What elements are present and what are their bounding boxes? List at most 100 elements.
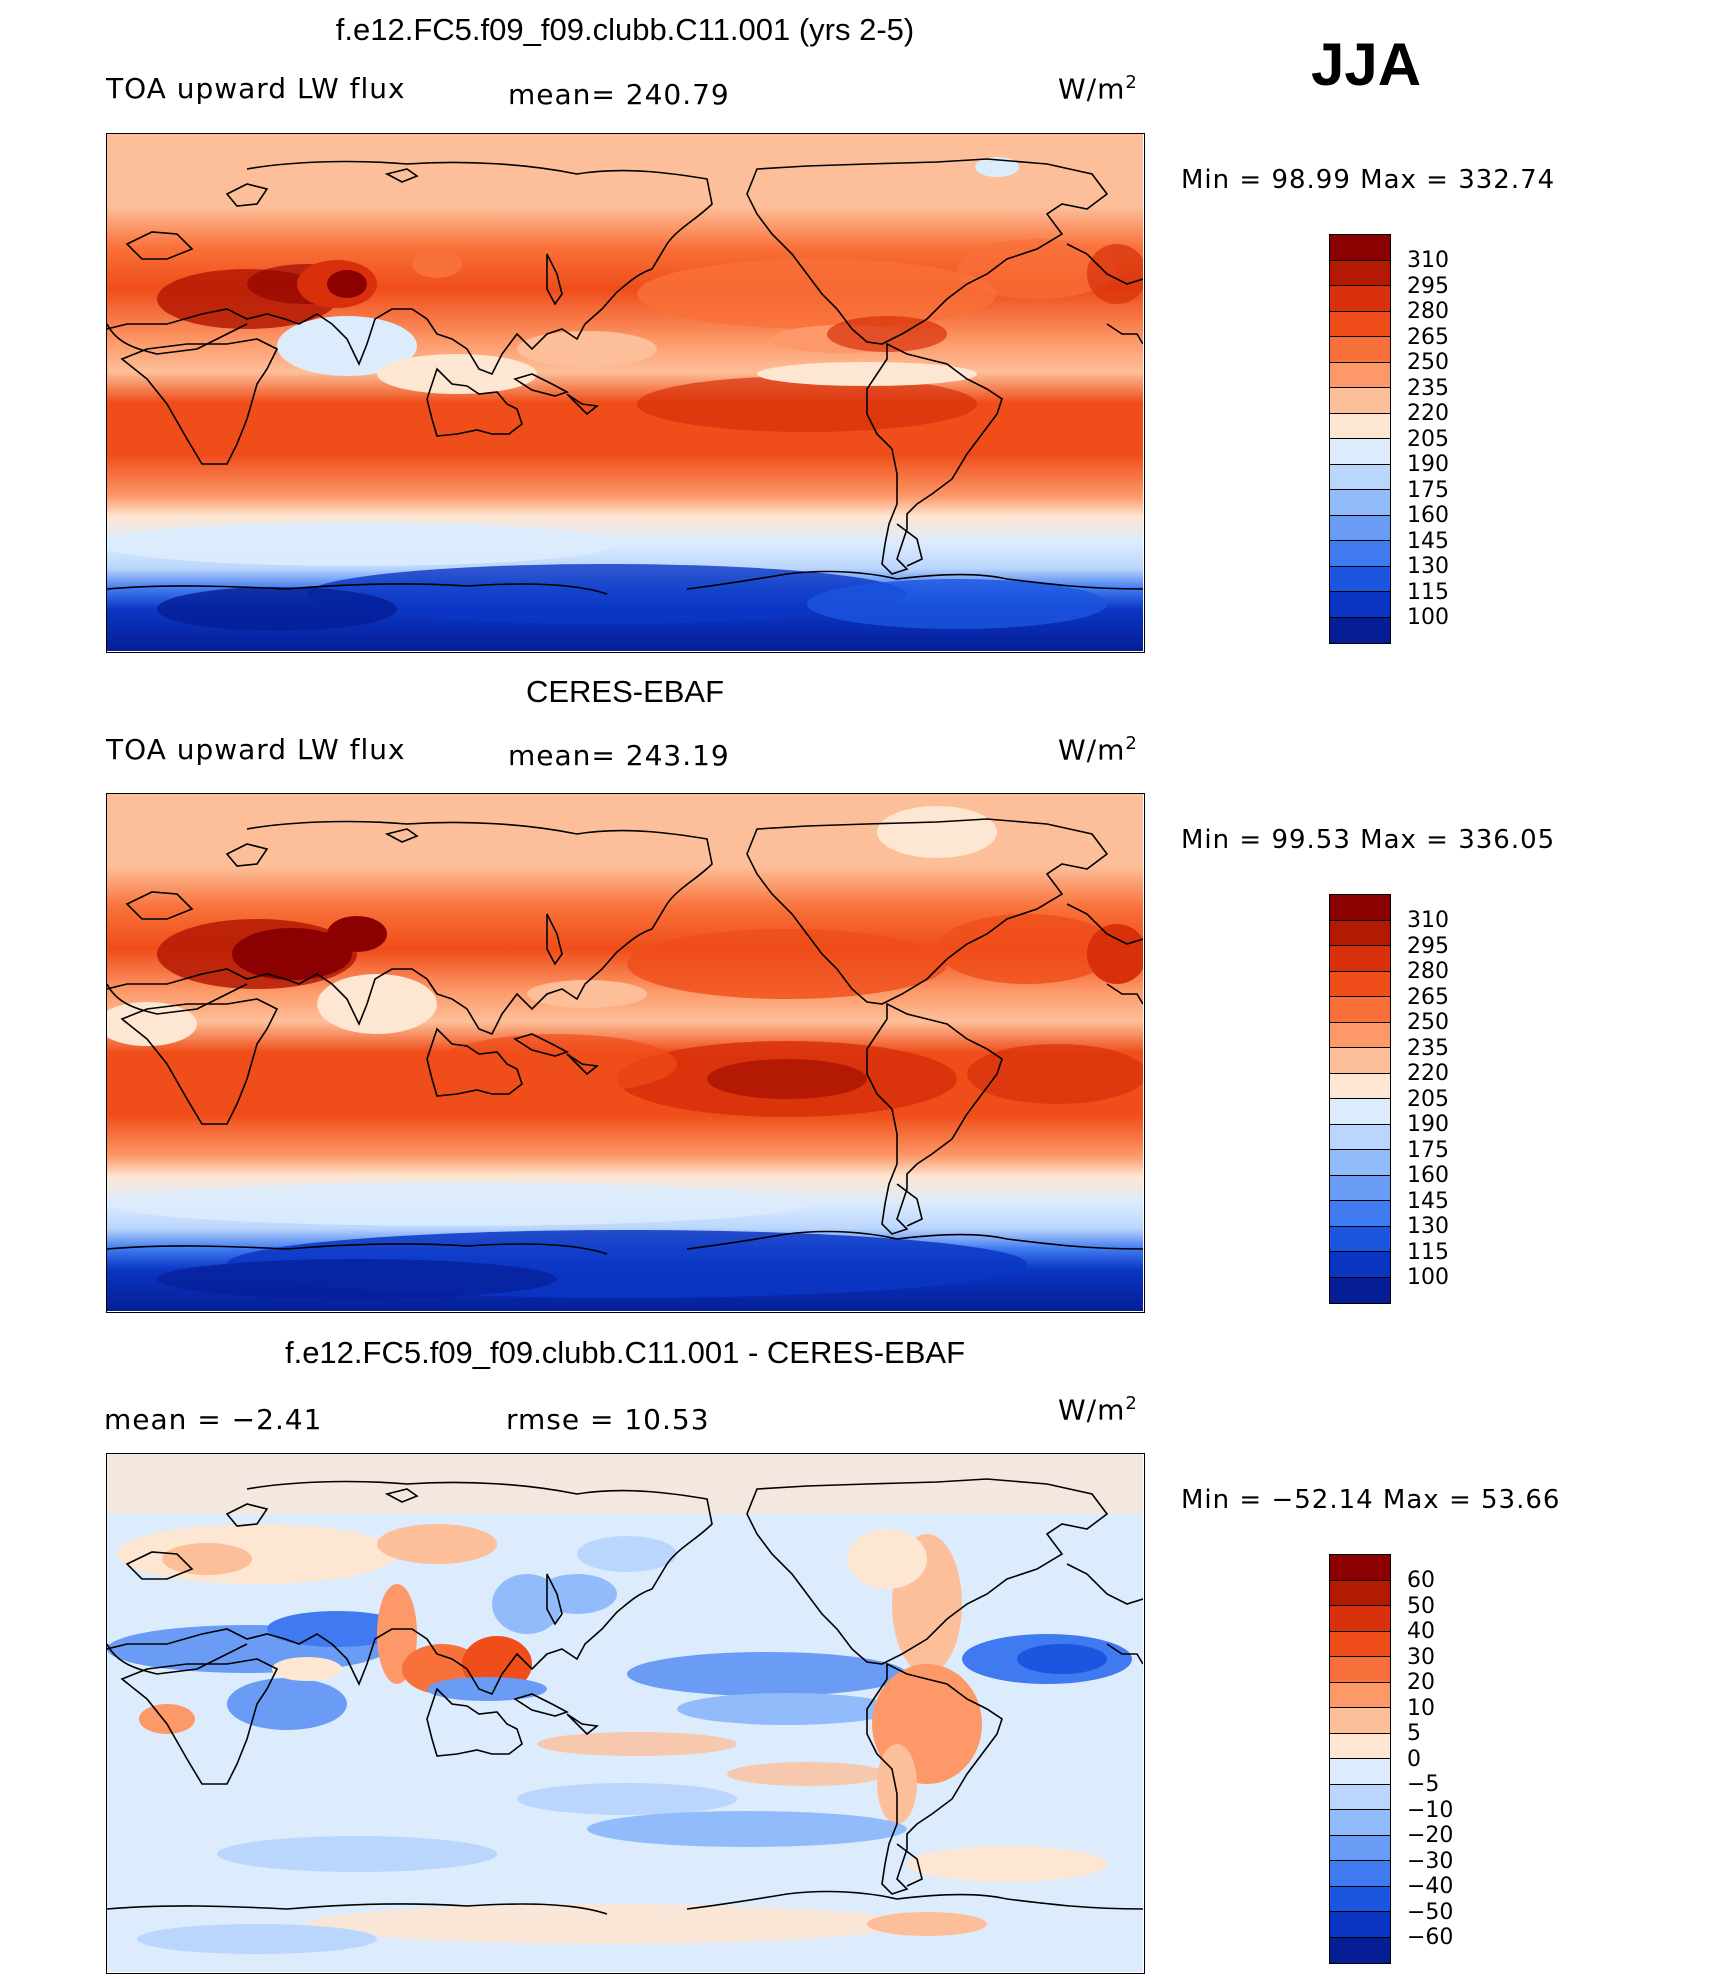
panel1-colorbar-tick-label: 205: [1407, 426, 1449, 452]
panel3-colorbar-tick-label: 60: [1407, 1568, 1435, 1593]
panel2-colorbar-tick-label: 100: [1407, 1265, 1449, 1290]
panel1-model-map: [106, 133, 1145, 653]
panel1-colorbar-swatch: [1330, 439, 1390, 465]
panel2-observation-map: [106, 793, 1145, 1313]
panel2-colorbar-swatch: [1330, 1252, 1390, 1278]
panel2-colorbar-tick-label: 190: [1407, 1112, 1449, 1137]
panel2-colorbar-swatch: [1330, 946, 1390, 972]
panel3-colorbar-swatch: [1330, 1631, 1390, 1657]
panel1-colorbar-tick-label: 265: [1407, 324, 1449, 350]
panel2-map-field: [107, 794, 1143, 1311]
panel2-colorbar-tick-label: 160: [1407, 1163, 1449, 1188]
panel2-minmax: Min = 99.53 Max = 336.05: [1181, 825, 1555, 855]
panel3-colorbar-tick-label: −50: [1407, 1899, 1454, 1925]
panel3-mean-label: mean = −2.41: [104, 1403, 323, 1436]
panel2-colorbar-ticks: 310 295 280 265 250 235 220 205 190 175 160 145 130 1…: [1407, 910, 1487, 1310]
panel3-colorbar-swatch: [1330, 1580, 1390, 1606]
panel3-colorbar-swatch: [1330, 1606, 1390, 1632]
panel1-colorbar-swatch: [1330, 617, 1390, 643]
panel1-colorbar-tick-label: 220: [1407, 401, 1449, 426]
panel1-mean-label: mean= 240.79: [508, 78, 730, 111]
panel3-colorbar-swatch: [1330, 1682, 1390, 1708]
panel3-colorbar-swatch: [1330, 1708, 1390, 1734]
panel3-colorbar-tick-label: −60: [1407, 1925, 1454, 1950]
panel3-colorbar-swatch: [1330, 1937, 1390, 1963]
panel3-colorbar-swatch: [1330, 1810, 1390, 1836]
panel3-colorbar-tick-label: 20: [1407, 1670, 1435, 1695]
panel2-title: CERES-EBAF: [525, 674, 725, 709]
panel2-colorbar-tick-label: 280: [1407, 959, 1449, 984]
panel1-colorbar-swatch: [1330, 260, 1390, 286]
panel3-colorbar-tick-label: 10: [1407, 1695, 1435, 1721]
panel2-colorbar-tick-label: 130: [1407, 1214, 1449, 1239]
panel3-colorbar-swatch: [1330, 1784, 1390, 1810]
panel2-colorbar-swatch: [1330, 1150, 1390, 1176]
panel3-colorbar-swatch: [1330, 1733, 1390, 1759]
panel1-minmax-text: Min = 98.99 Max = 332.74: [1181, 165, 1556, 195]
panel1-colorbar-swatch: [1330, 286, 1390, 312]
panel1-colorbar-swatch: [1330, 413, 1390, 439]
panel1-colorbar-swatch: [1330, 311, 1390, 337]
panel1-colorbar-swatch: [1330, 337, 1390, 363]
panel2-colorbar-swatch: [1330, 997, 1390, 1023]
panel2-mean-label: mean= 243.19: [508, 739, 730, 772]
panel3-colorbar: [1329, 1554, 1391, 1964]
panel2-coastlines: [107, 818, 1143, 1255]
panel2-colorbar-swatch: [1330, 1022, 1390, 1048]
panel3-colorbar-swatch: [1330, 1759, 1390, 1785]
panel3-coastlines: [107, 1478, 1143, 1915]
panel3-minmax-text: Min = −52.14 Max = 53.66: [1181, 1485, 1561, 1515]
panel1-colorbar-swatch: [1330, 388, 1390, 414]
panel1-variable-label: TOA upward LW flux: [106, 72, 406, 105]
panel1-minmax: Min = 98.99 Max = 332.74: [1181, 165, 1555, 195]
panel3-colorbar-swatch: [1330, 1555, 1390, 1581]
panel3-colorbar-tick-label: 30: [1407, 1644, 1435, 1670]
panel3-units-label: W/m2: [1058, 1393, 1138, 1427]
panel1-colorbar-ticks: 310 295 280 265 250 235 220 205 190 175 160 145 130 1…: [1407, 250, 1487, 650]
panel3-colorbar-tick-label: 50: [1407, 1593, 1435, 1619]
panel2-colorbar-swatch: [1330, 1124, 1390, 1150]
panel3-colorbar-tick-label: −40: [1407, 1874, 1454, 1899]
panel3-difference-map: [106, 1453, 1145, 1974]
panel1-colorbar: [1329, 234, 1391, 644]
panel1-colorbar-swatch: [1330, 235, 1390, 261]
panel1-colorbar-swatch: [1330, 592, 1390, 618]
panel2-colorbar-tick-label: 115: [1407, 1239, 1449, 1265]
panel1-colorbar-tick-label: 175: [1407, 477, 1449, 503]
panel1-coastlines: [107, 158, 1143, 595]
panel1-colorbar-tick-label: 250: [1407, 350, 1449, 375]
panel2-colorbar-tick-label: 310: [1407, 908, 1449, 933]
panel1-colorbar-tick-label: 160: [1407, 503, 1449, 528]
panel2-colorbar-tick-label: 295: [1407, 933, 1449, 959]
panel2-colorbar-swatch: [1330, 1226, 1390, 1252]
panel2-colorbar-swatch: [1330, 1048, 1390, 1074]
panel2-colorbar-swatch: [1330, 1201, 1390, 1227]
panel1-units-label: W/m2: [1058, 72, 1138, 106]
panel1-colorbar-tick-label: 190: [1407, 452, 1449, 477]
panel3-colorbar-tick-label: −10: [1407, 1797, 1454, 1823]
panel3-map-field: [107, 1454, 1143, 1972]
panel1-colorbar-swatch: [1330, 566, 1390, 592]
panel2-colorbar-tick-label: 235: [1407, 1035, 1449, 1061]
panel1-colorbar-tick-label: 310: [1407, 248, 1449, 273]
panel3-title: f.e12.FC5.f09_f09.clubb.C11.001 - CERES-…: [284, 1335, 966, 1370]
panel3-colorbar-swatch: [1330, 1657, 1390, 1683]
panel2-colorbar-tick-label: 220: [1407, 1061, 1449, 1086]
panel2-colorbar-tick-label: 145: [1407, 1188, 1449, 1214]
panel1-colorbar-tick-label: 235: [1407, 375, 1449, 401]
panel1-colorbar-tick-label: 145: [1407, 528, 1449, 554]
panel2-colorbar-swatch: [1330, 1073, 1390, 1099]
panel1-colorbar-tick-label: 130: [1407, 554, 1449, 579]
panel2-colorbar-tick-label: 250: [1407, 1010, 1449, 1035]
panel3-colorbar-tick-label: 0: [1407, 1746, 1421, 1772]
panel3-colorbar-swatch: [1330, 1835, 1390, 1861]
panel1-map-field: [107, 134, 1143, 651]
panel2-colorbar-swatch: [1330, 1277, 1390, 1303]
panel3-colorbar-swatch: [1330, 1861, 1390, 1887]
panel1-colorbar-tick-label: 100: [1407, 605, 1449, 630]
panel2-colorbar: [1329, 894, 1391, 1304]
panel3-colorbar-swatch: [1330, 1886, 1390, 1912]
panel2-colorbar-tick-label: 175: [1407, 1137, 1449, 1163]
panel1-colorbar-swatch: [1330, 515, 1390, 541]
panel2-minmax-text: Min = 99.53 Max = 336.05: [1181, 825, 1556, 855]
